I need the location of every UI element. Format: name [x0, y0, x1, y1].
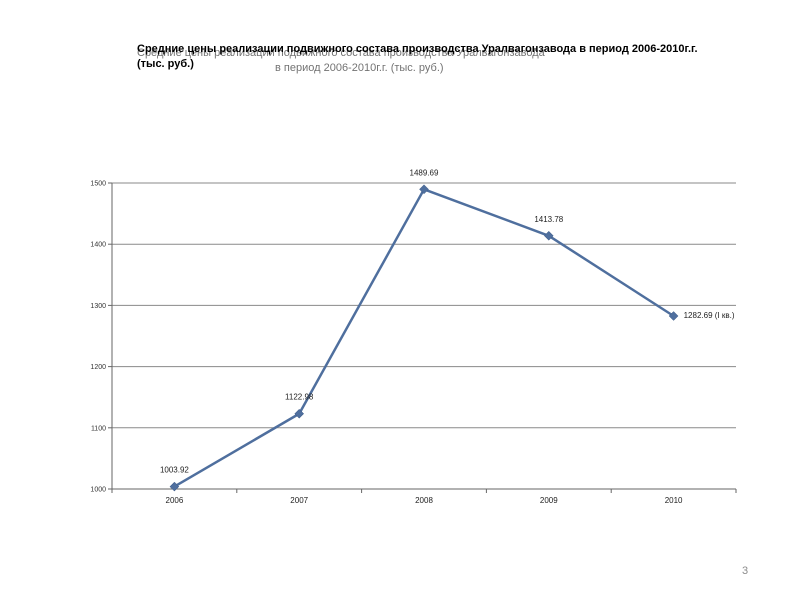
y-tick-label: 1500 — [90, 181, 106, 188]
y-tick-label: 1200 — [90, 364, 106, 371]
data-label: 1122.98 — [285, 393, 314, 402]
axes — [111, 183, 736, 490]
x-axis-ticks: 2006 2007 2008 2009 2010 — [111, 489, 737, 505]
y-tick-label: 1000 — [90, 487, 106, 494]
chart-title: Средние цены реализации подвижного соста… — [137, 43, 698, 70]
data-point-marker — [668, 311, 679, 321]
data-label: 1282.69 (I кв.) — [684, 311, 735, 320]
page-number: 3 — [742, 565, 749, 577]
chart-title-shadow-line2: в период 2006-2010г.г. (тыс. руб.) — [275, 62, 444, 74]
y-tick-label: 1400 — [90, 242, 106, 249]
data-point-marker — [169, 481, 180, 492]
data-point-marker — [419, 184, 429, 195]
y-axis-ticks: 1000 1100 1200 1300 1400 1500 — [90, 181, 112, 494]
data-point-marker — [543, 230, 554, 241]
y-tick-label: 1300 — [90, 303, 106, 310]
data-point-marker — [294, 408, 305, 419]
data-label: 1413.78 — [534, 215, 563, 224]
data-label: 1489.69 — [410, 168, 439, 177]
data-labels: 1003.92 1122.98 1489.69 1413.78 1282.69 (I к… — [160, 168, 735, 474]
x-tick-label: 2006 — [166, 496, 184, 505]
series-group — [169, 184, 679, 492]
x-tick-label: 2009 — [540, 496, 558, 505]
chart-title-shadow: Средние цены реализации подвижного соста… — [137, 46, 637, 76]
data-label: 1003.92 — [160, 466, 189, 475]
y-tick-label: 1100 — [91, 425, 106, 432]
series-line — [173, 188, 675, 488]
chart-title-shadow-line1: Средние цены реализации подвижного соста… — [137, 47, 545, 59]
x-tick-label: 2008 — [415, 496, 433, 505]
gridlines — [112, 182, 736, 429]
x-tick-label: 2010 — [665, 496, 683, 505]
x-tick-label: 2007 — [290, 496, 308, 505]
